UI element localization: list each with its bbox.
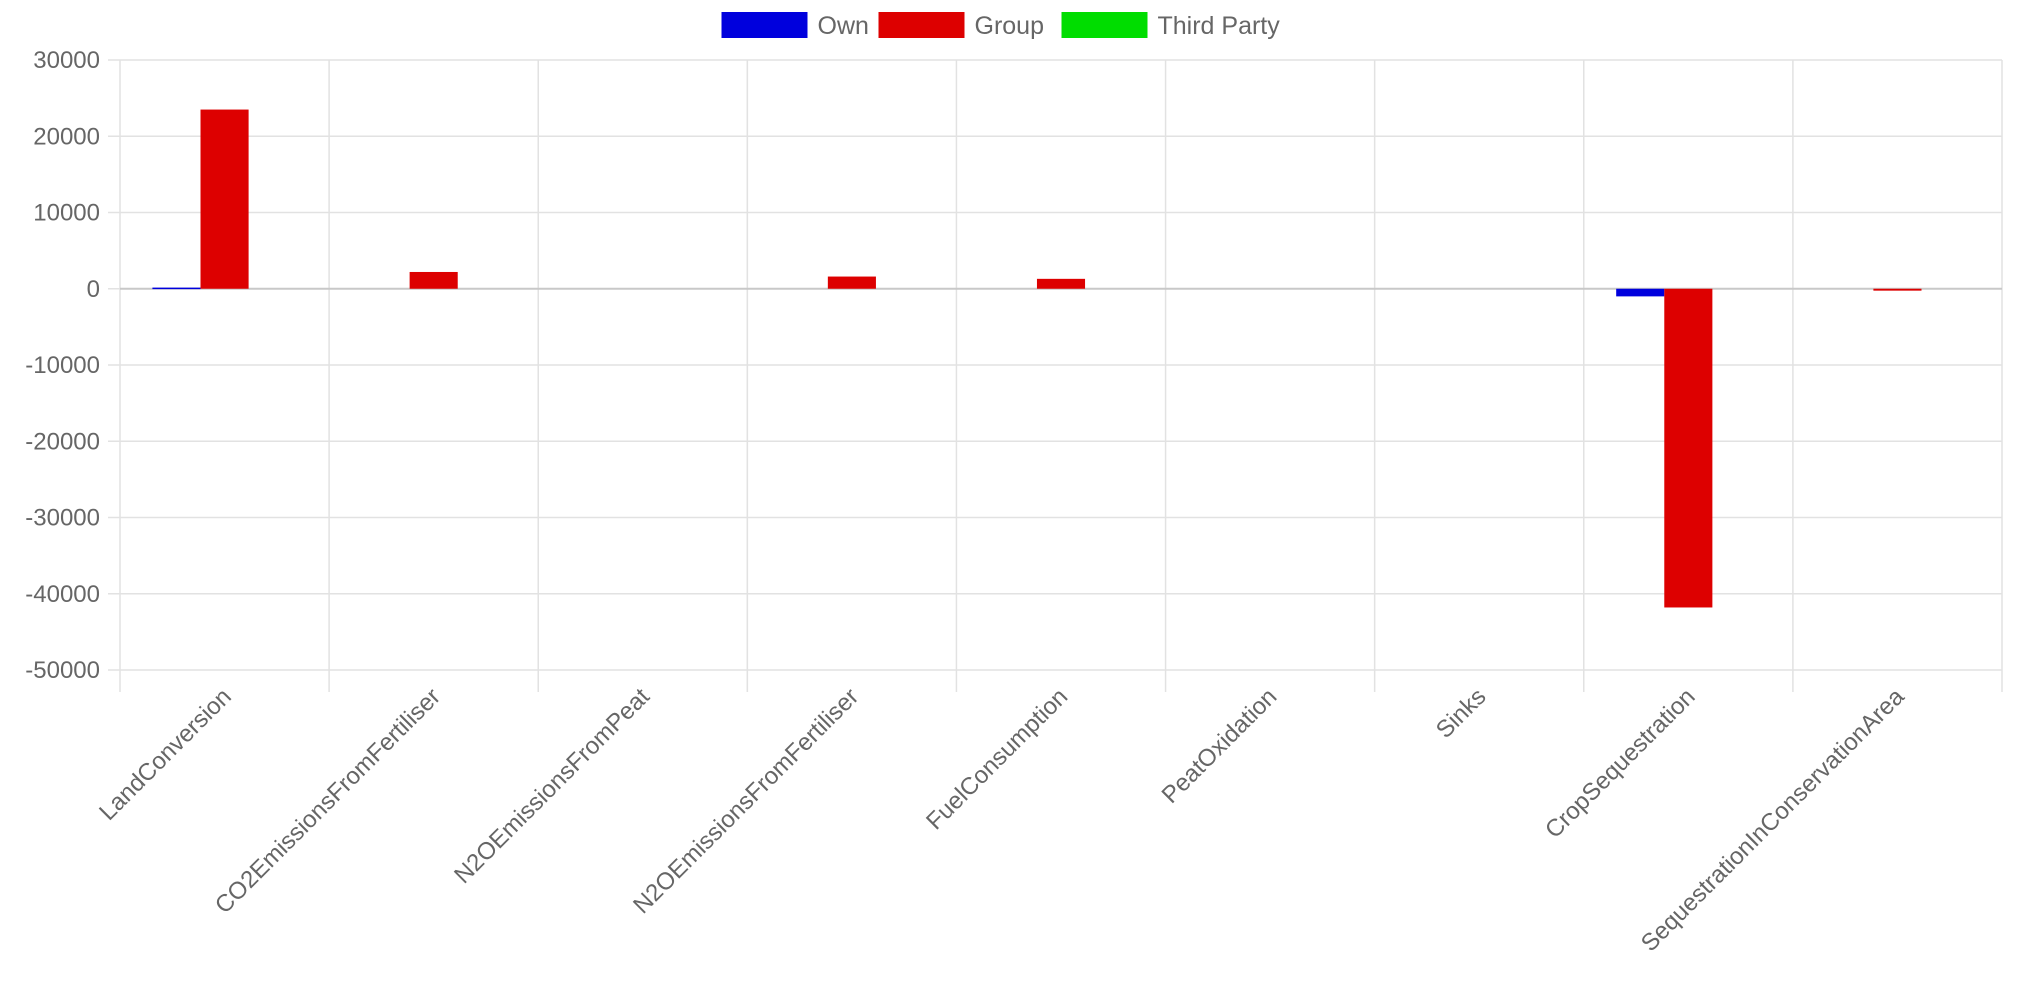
x-axis: LandConversionCO2EmissionsFromFertiliser… <box>94 683 1910 957</box>
bar-group[interactable] <box>1036 278 1086 289</box>
bar-own[interactable] <box>1616 288 1665 297</box>
y-tick-label: -50000 <box>25 657 100 684</box>
legend: Own Group Third Party <box>721 12 1281 40</box>
y-tick-label: -20000 <box>25 428 100 455</box>
y-tick-label: 20000 <box>33 123 100 150</box>
legend-swatch <box>878 12 965 38</box>
legend-label: Group <box>975 12 1044 40</box>
legend-item[interactable]: Third Party <box>1061 12 1281 40</box>
x-tick-label: CO2EmissionsFromFertiliser <box>210 683 446 919</box>
x-tick-label: N2OEmissionsFromFertiliser <box>628 683 864 919</box>
x-tick-label: FuelConsumption <box>921 683 1073 835</box>
y-tick-label: -10000 <box>25 352 100 379</box>
x-tick-label: PeatOxidation <box>1157 683 1283 809</box>
legend-swatch <box>721 12 808 38</box>
y-tick-label: -40000 <box>25 581 100 608</box>
y-axis: 30000 20000 10000 0 -10000 -20000 -30000 -40000… <box>25 47 100 684</box>
bars <box>152 109 1922 608</box>
bar-group[interactable] <box>200 109 249 289</box>
bar-group[interactable] <box>1873 288 1922 291</box>
legend-item[interactable]: Group <box>878 12 1044 40</box>
x-tick-label: LandConversion <box>94 683 237 826</box>
bar-own[interactable] <box>152 287 201 290</box>
grid <box>108 59 2003 692</box>
y-tick-label: 10000 <box>33 200 100 227</box>
legend-item[interactable]: Own <box>721 12 869 40</box>
bar-group[interactable] <box>827 276 876 289</box>
x-tick-label: CropSequestration <box>1540 683 1701 844</box>
bar-group[interactable] <box>409 271 458 289</box>
legend-swatch <box>1061 12 1148 38</box>
legend-label: Third Party <box>1158 12 1281 40</box>
x-tick-label: N2OEmissionsFromPeat <box>449 683 655 889</box>
x-tick-label: Sinks <box>1431 683 1492 744</box>
y-tick-label: -30000 <box>25 505 100 532</box>
y-tick-label: 0 <box>87 276 100 303</box>
bar-group[interactable] <box>1664 288 1713 608</box>
y-tick-label: 30000 <box>33 47 100 74</box>
legend-label: Own <box>818 12 869 40</box>
